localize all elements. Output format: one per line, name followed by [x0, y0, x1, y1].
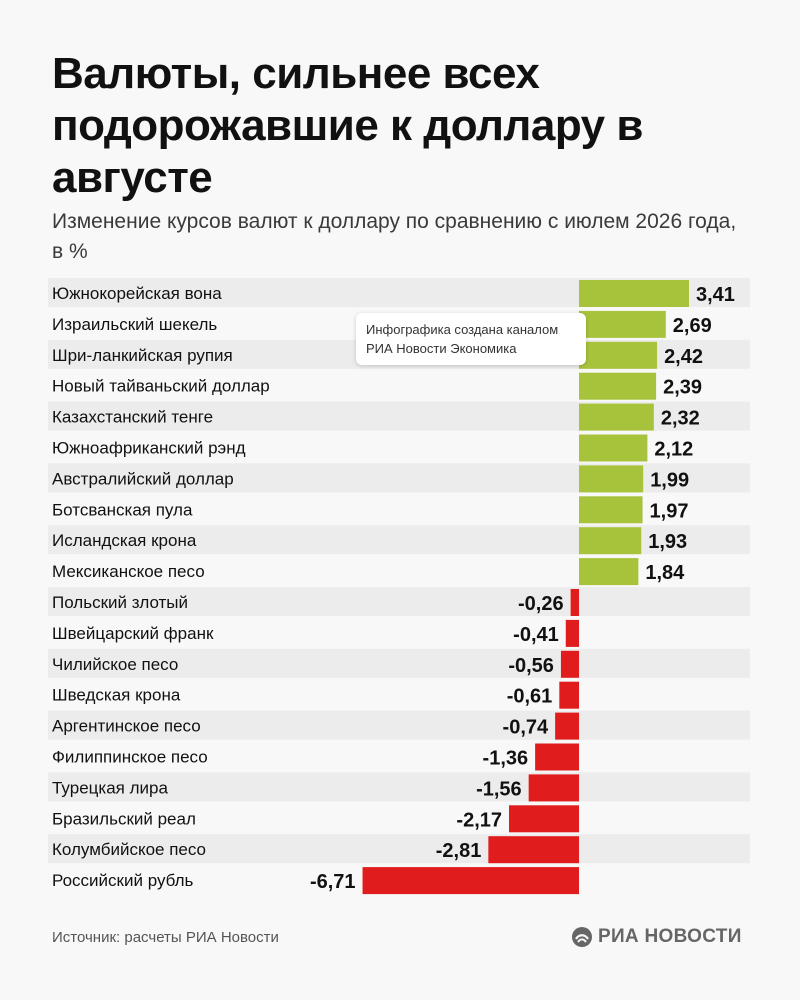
value-label: 3,41	[696, 284, 735, 306]
category-label: Бразильский реал	[52, 809, 196, 828]
bar	[579, 527, 642, 555]
category-label: Исландская крона	[52, 531, 197, 550]
category-label: Российский рубль	[52, 871, 194, 890]
category-label: Швейцарский франк	[52, 624, 214, 643]
row-stripe	[48, 587, 750, 616]
page-title: Валюты, сильнее всех подорожавшие к долл…	[52, 49, 643, 202]
ria-logo: РИА НОВОСТИ	[571, 925, 742, 949]
value-label: 1,99	[650, 469, 689, 491]
bar	[488, 836, 579, 864]
ria-logo-icon	[572, 927, 592, 947]
value-label: 2,42	[664, 346, 703, 368]
value-label: -0,41	[513, 624, 559, 646]
bar	[579, 372, 657, 400]
bar	[579, 341, 658, 369]
bar	[579, 558, 639, 586]
bar	[528, 774, 579, 802]
row-stripe	[48, 772, 750, 802]
bar	[535, 743, 579, 771]
category-label: Шри-ланкийская рупия	[52, 346, 233, 365]
category-label: Австралийский доллар	[52, 469, 234, 488]
value-label: 2,12	[654, 439, 693, 461]
value-label: -2,17	[456, 809, 502, 831]
category-label: Шведская крона	[52, 686, 181, 705]
bar	[560, 650, 579, 678]
value-label: 1,93	[648, 531, 687, 553]
bar	[579, 310, 666, 338]
category-label: Южнокорейская вона	[52, 284, 222, 303]
bar	[362, 867, 579, 895]
category-label: Новый тайваньский доллар	[52, 377, 270, 396]
value-label: -2,81	[436, 840, 482, 862]
category-label: Польский злотый	[52, 593, 188, 612]
category-label: Южноафриканский рэнд	[52, 439, 246, 458]
channel-tooltip: Инфографика создана каналом РИА Новости …	[356, 313, 586, 365]
category-label: Казахстанский тенге	[52, 408, 213, 427]
value-label: -6,71	[310, 871, 356, 893]
value-label: 1,97	[650, 500, 689, 522]
bar	[579, 496, 643, 524]
value-label: -0,61	[507, 686, 553, 708]
logo-text: РИА НОВОСТИ	[598, 926, 742, 947]
tooltip-line-2: РИА Новости Экономика	[366, 341, 517, 356]
value-label: -0,26	[518, 593, 564, 615]
bar	[579, 434, 648, 462]
bar	[509, 805, 579, 833]
tooltip-line-1: Инфографика создана каналом	[366, 322, 559, 337]
category-label: Мексиканское песо	[52, 562, 205, 581]
page-subtitle: Изменение курсов валют к доллару по срав…	[52, 210, 737, 263]
category-label: Чилийское песо	[52, 655, 178, 674]
bar	[579, 403, 654, 431]
row-stripe	[48, 834, 750, 864]
bar	[565, 619, 579, 647]
bar	[579, 465, 644, 493]
value-label: 1,84	[645, 562, 685, 584]
value-label: 2,39	[663, 377, 702, 399]
value-label: -0,74	[503, 717, 549, 739]
value-label: -0,56	[508, 655, 554, 677]
row-stripe	[48, 648, 750, 678]
category-label: Аргентинское песо	[52, 717, 201, 736]
category-label: Турецкая лира	[52, 778, 168, 797]
bar	[555, 712, 579, 740]
bar	[570, 589, 579, 616]
bar	[559, 681, 579, 709]
bar	[579, 280, 689, 307]
category-label: Израильский шекель	[52, 315, 217, 334]
value-label: 2,32	[661, 408, 700, 430]
row-stripe	[48, 710, 750, 740]
value-label: 2,69	[673, 315, 712, 337]
category-label: Филиппинское песо	[52, 748, 208, 767]
category-label: Ботсванская пула	[52, 500, 193, 519]
category-label: Колумбийское песо	[52, 840, 206, 859]
value-label: -1,36	[483, 748, 529, 770]
source-note: Источник: расчеты РИА Новости	[52, 929, 279, 946]
value-label: -1,56	[476, 778, 522, 800]
